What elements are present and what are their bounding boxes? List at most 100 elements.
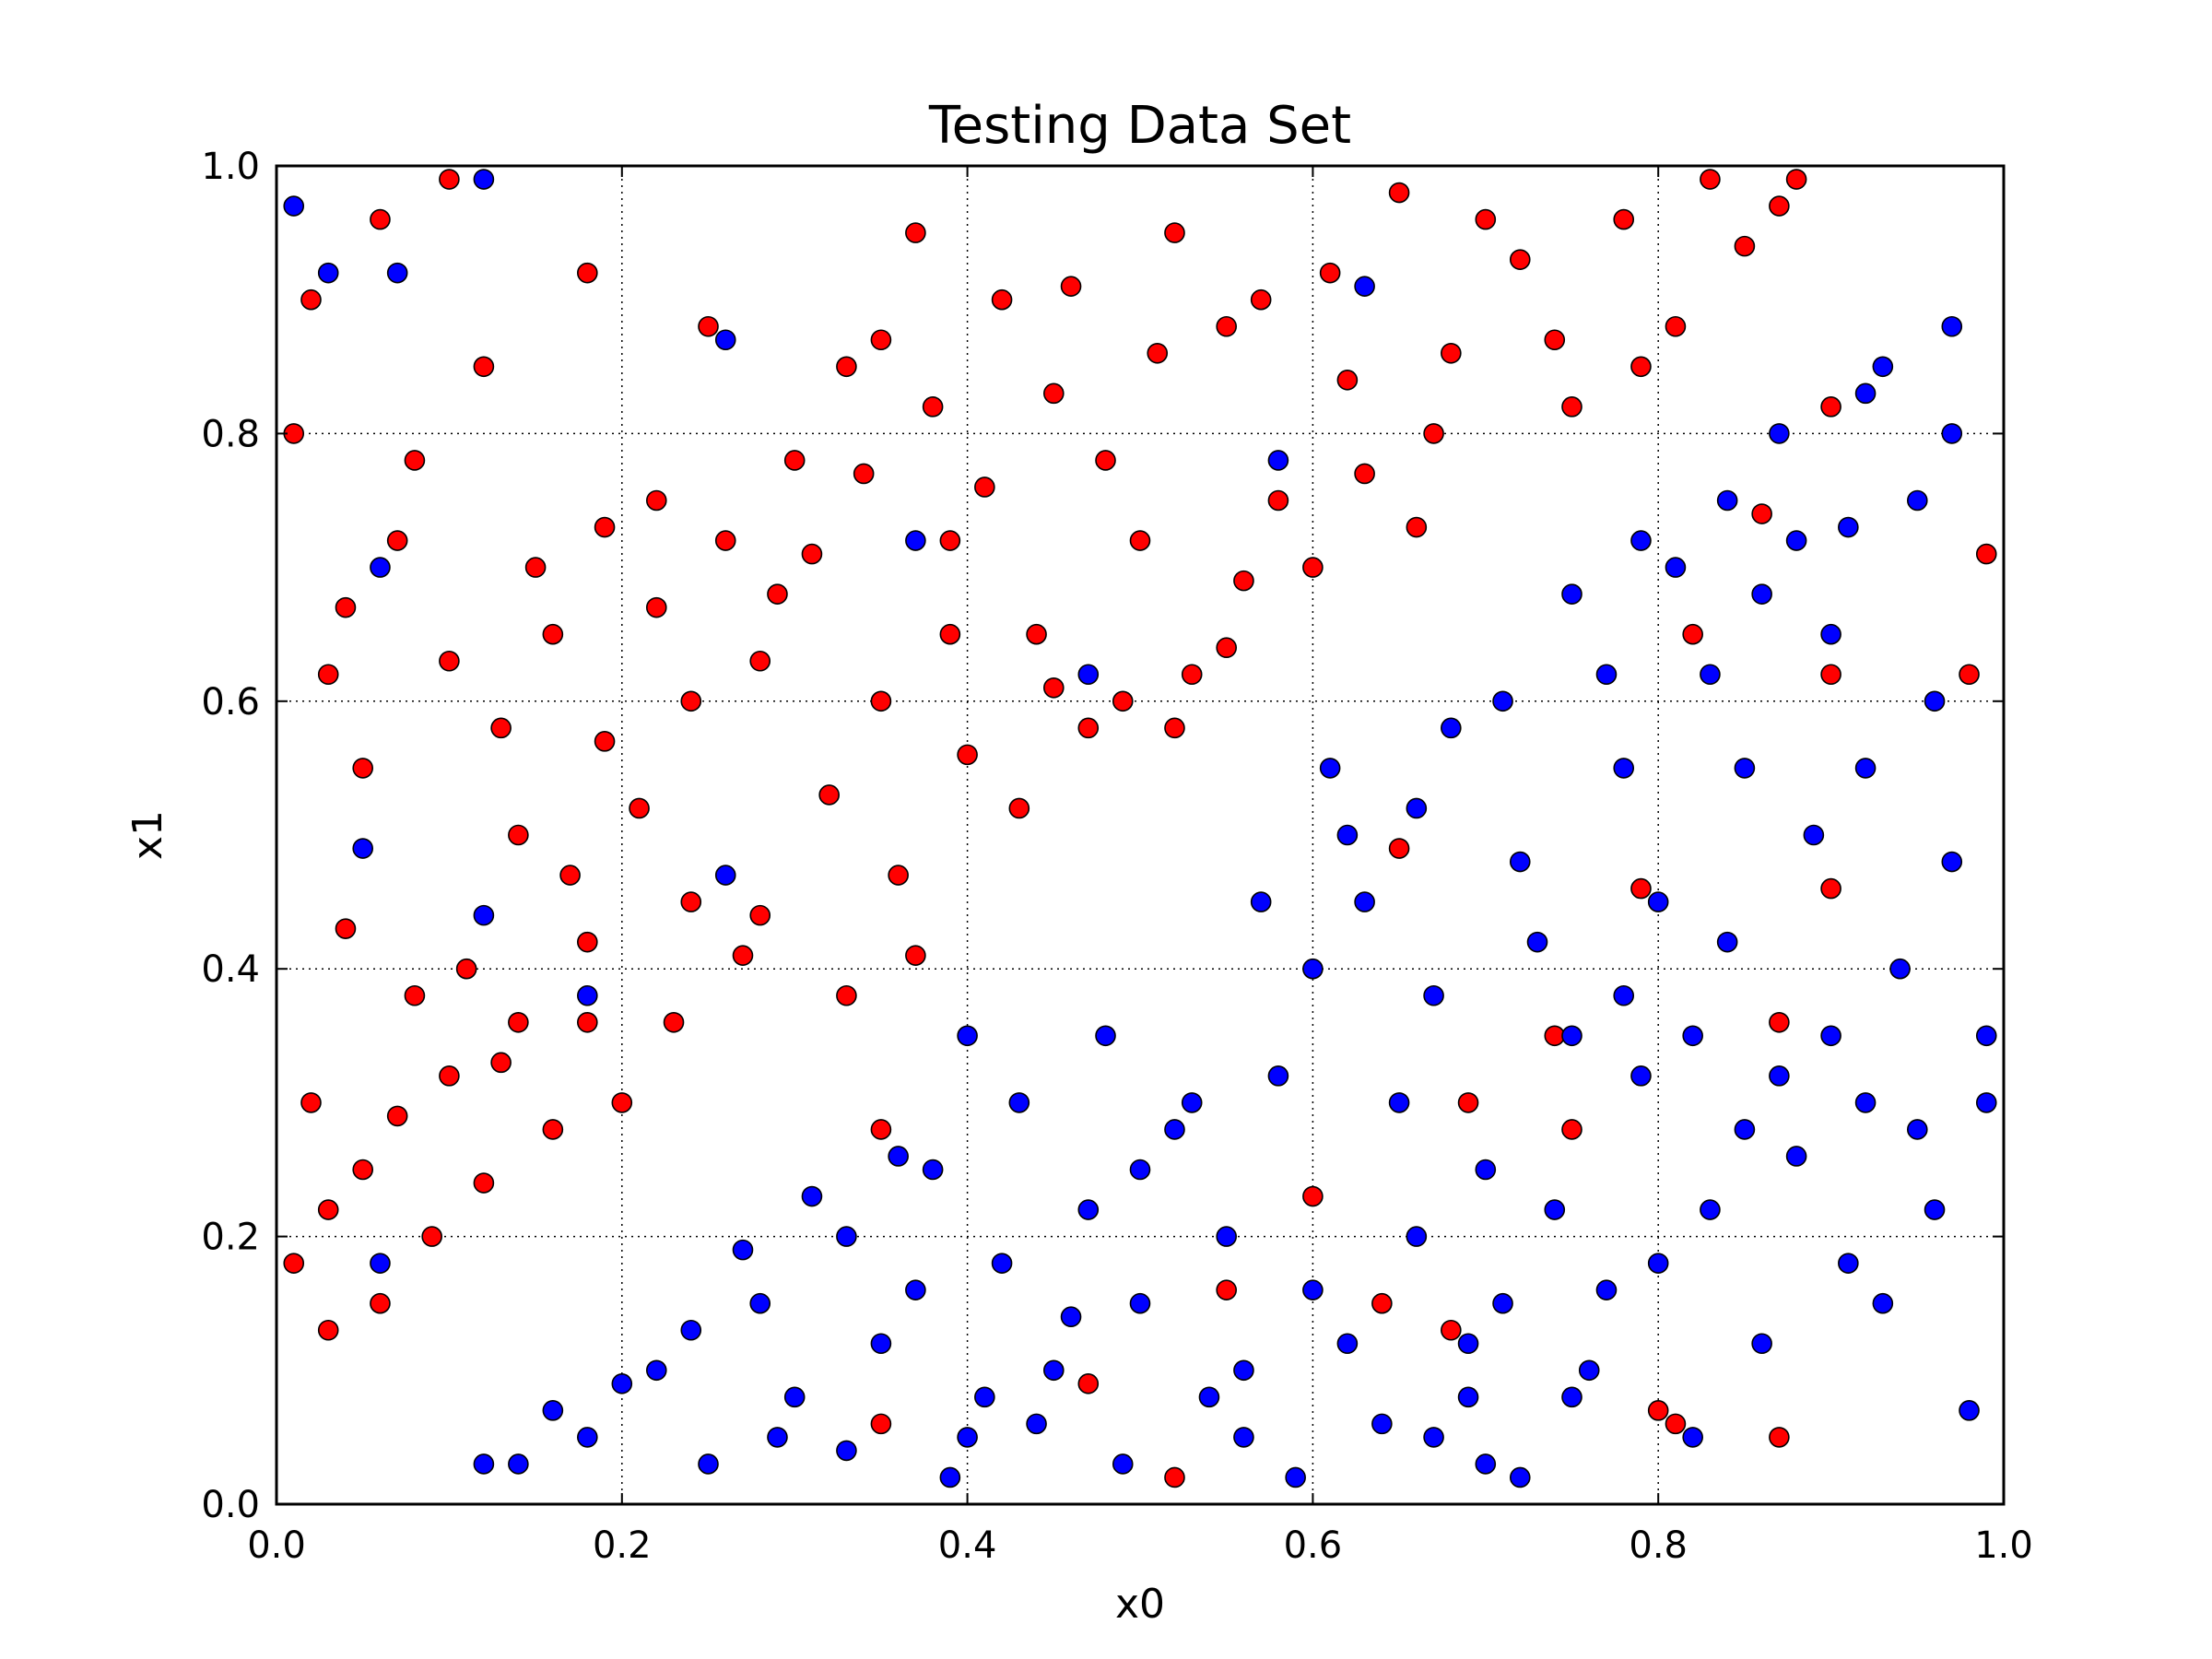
blue-data-point	[1129, 1292, 1151, 1314]
blue-data-point	[1026, 1413, 1047, 1435]
red-data-point	[577, 1011, 598, 1033]
red-data-point	[1129, 530, 1151, 551]
red-data-point	[957, 744, 978, 766]
red-data-point	[1371, 1292, 1393, 1314]
blue-data-point	[1285, 1466, 1306, 1488]
red-data-point	[853, 463, 875, 485]
red-data-point	[1441, 342, 1462, 364]
blue-data-point	[1112, 1453, 1134, 1475]
red-data-point	[559, 865, 581, 886]
red-data-point	[317, 1199, 339, 1220]
blue-data-point	[1077, 1199, 1100, 1220]
blue-data-point	[1889, 958, 1911, 980]
y-axis-label: x1	[124, 810, 171, 860]
blue-data-point	[749, 1292, 771, 1314]
blue-data-point	[1854, 1092, 1877, 1113]
blue-data-point	[1561, 1025, 1583, 1047]
blue-data-point	[1751, 583, 1772, 605]
red-data-point	[991, 288, 1013, 311]
blue-data-point	[1700, 664, 1721, 686]
x-tick-label: 0.8	[1629, 1524, 1688, 1567]
blue-data-point	[1682, 1427, 1703, 1448]
blue-data-point	[1561, 1386, 1583, 1408]
blue-data-point	[991, 1253, 1013, 1274]
red-data-point	[1216, 1279, 1237, 1300]
blue-data-point	[905, 530, 926, 551]
blue-data-point	[1198, 1386, 1220, 1408]
blue-data-point	[1854, 382, 1877, 405]
blue-data-point	[1492, 1292, 1513, 1314]
red-data-point	[1181, 664, 1203, 686]
red-data-point	[1406, 516, 1428, 538]
red-data-point	[1700, 169, 1721, 190]
x-tick-label: 1.0	[1974, 1524, 2033, 1567]
blue-data-point	[1959, 1400, 1980, 1421]
blue-data-point	[1060, 1306, 1082, 1328]
blue-data-point	[783, 1386, 806, 1408]
blue-data-point	[1924, 1199, 1946, 1220]
blue-data-point	[714, 329, 736, 351]
blue-data-point	[939, 1466, 961, 1488]
blue-data-point	[1095, 1025, 1116, 1047]
blue-data-point	[1941, 423, 1963, 444]
red-data-point	[542, 623, 564, 645]
red-data-point	[1734, 235, 1756, 257]
blue-data-point	[1406, 797, 1428, 819]
blue-data-point	[1475, 1159, 1497, 1181]
blue-data-point	[732, 1239, 754, 1261]
blue-data-point	[1630, 1065, 1652, 1087]
blue-data-point	[974, 1386, 995, 1408]
blue-data-point	[1751, 1333, 1772, 1355]
blue-data-point	[1233, 1359, 1254, 1382]
red-data-point	[370, 208, 391, 230]
red-data-point	[1769, 1427, 1790, 1448]
blue-data-point	[370, 1253, 391, 1274]
blue-data-point	[1509, 1466, 1531, 1488]
red-data-point	[1164, 1466, 1185, 1488]
y-tick-label: 0.6	[201, 681, 260, 724]
red-data-point	[870, 1413, 892, 1435]
blue-data-point	[1872, 356, 1894, 378]
red-data-point	[1544, 329, 1566, 351]
red-data-point	[1302, 1185, 1324, 1207]
blue-data-point	[317, 262, 339, 284]
red-data-point	[439, 650, 460, 672]
red-data-point	[524, 557, 547, 578]
blue-data-point	[1336, 1333, 1359, 1355]
red-data-point	[836, 984, 857, 1006]
red-data-point	[1509, 249, 1531, 270]
blue-data-point	[1803, 824, 1825, 846]
blue-data-point	[957, 1427, 978, 1448]
red-data-point	[1820, 664, 1841, 686]
blue-data-point	[542, 1400, 564, 1421]
blue-data-point	[1354, 891, 1375, 912]
blue-data-point	[698, 1453, 719, 1475]
red-data-point	[1112, 690, 1134, 712]
red-data-point	[939, 623, 961, 645]
blue-data-point	[1302, 958, 1324, 980]
blue-data-point	[283, 195, 305, 217]
y-tick-label: 1.0	[201, 146, 260, 188]
blue-data-point	[1336, 824, 1359, 846]
blue-data-point	[1441, 717, 1462, 739]
red-data-point	[1630, 356, 1652, 378]
red-data-point	[473, 1172, 495, 1194]
red-data-point	[870, 1119, 892, 1140]
red-data-point	[490, 717, 512, 739]
blue-data-point	[577, 984, 598, 1006]
blue-data-point	[473, 169, 495, 190]
red-data-point	[1441, 1319, 1462, 1341]
blue-data-point	[801, 1185, 823, 1207]
red-data-point	[1250, 288, 1272, 311]
red-data-point	[1751, 503, 1772, 524]
blue-data-point	[1250, 891, 1272, 912]
blue-data-point	[1043, 1359, 1065, 1382]
red-data-point	[1388, 838, 1410, 859]
blue-data-point	[1854, 758, 1877, 779]
blue-data-point	[645, 1359, 667, 1382]
red-data-point	[888, 865, 909, 886]
red-data-point	[335, 918, 357, 939]
blue-data-point	[1613, 984, 1635, 1006]
blue-data-point	[352, 838, 374, 859]
